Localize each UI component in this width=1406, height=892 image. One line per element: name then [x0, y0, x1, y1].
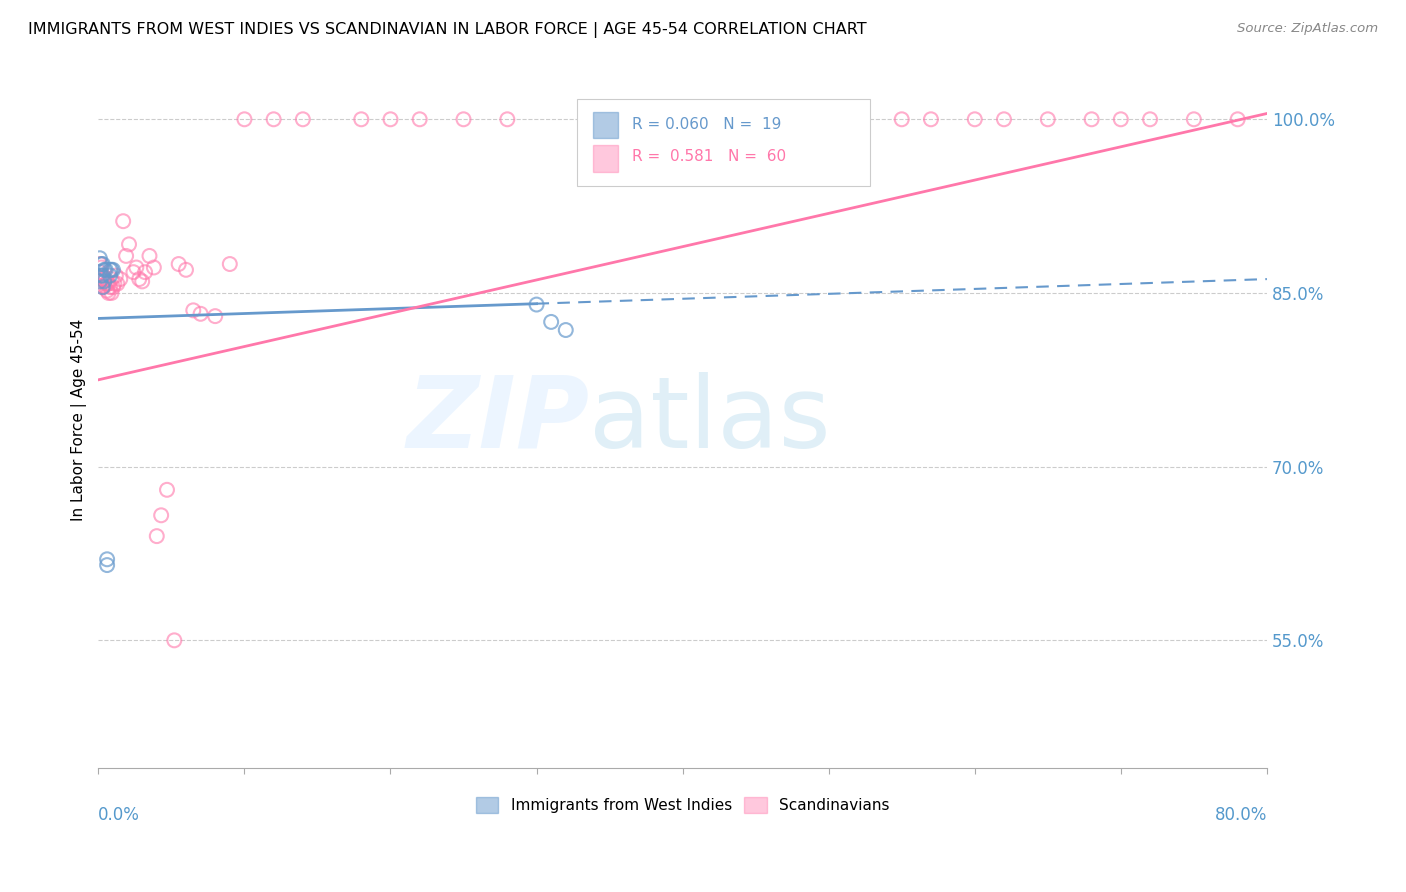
Point [100, 262, 122, 277]
Point [96, 558, 118, 572]
Point [134, 265, 156, 279]
Point [190, 307, 212, 321]
Point [1226, 112, 1249, 127]
Point [96, 277, 118, 291]
Point [142, 260, 165, 275]
Point [93, 272, 115, 286]
Legend: Immigrants from West Indies, Scandinavians: Immigrants from West Indies, Scandinavia… [470, 791, 896, 819]
Text: atlas: atlas [589, 372, 831, 469]
Point [380, 112, 402, 127]
FancyBboxPatch shape [593, 112, 619, 138]
Point [128, 272, 150, 286]
Point [526, 297, 548, 311]
Point [112, 214, 135, 228]
Point [91, 280, 114, 294]
Point [90, 260, 112, 275]
Point [1080, 112, 1102, 127]
Point [91, 268, 114, 283]
Point [118, 237, 141, 252]
Point [1036, 112, 1059, 127]
Point [131, 274, 153, 288]
Point [94, 272, 117, 286]
Point [150, 508, 173, 523]
Point [263, 112, 285, 127]
Point [90, 268, 112, 283]
Point [963, 112, 986, 127]
Text: IMMIGRANTS FROM WEST INDIES VS SCANDINAVIAN IN LABOR FORCE | AGE 45-54 CORRELATI: IMMIGRANTS FROM WEST INDIES VS SCANDINAV… [28, 22, 866, 38]
Point [94, 262, 117, 277]
Text: R =  0.581   N =  60: R = 0.581 N = 60 [633, 149, 786, 164]
Point [89, 252, 111, 266]
Point [91, 257, 114, 271]
Point [122, 265, 145, 279]
Point [100, 272, 122, 286]
Point [110, 272, 132, 286]
Point [98, 262, 121, 277]
Point [218, 257, 240, 271]
Point [890, 112, 912, 127]
Point [89, 257, 111, 271]
Point [89, 274, 111, 288]
Point [125, 260, 148, 275]
Text: 0.0%: 0.0% [98, 805, 141, 824]
Point [93, 262, 115, 277]
Point [97, 277, 120, 291]
Point [554, 323, 576, 337]
Point [163, 633, 186, 648]
Point [91, 268, 114, 283]
Point [93, 279, 115, 293]
Point [1182, 112, 1205, 127]
Point [98, 280, 121, 294]
Point [100, 285, 122, 300]
Point [167, 257, 190, 271]
Point [540, 315, 562, 329]
Point [174, 262, 197, 277]
FancyBboxPatch shape [593, 145, 619, 171]
Point [96, 552, 118, 566]
Point [993, 112, 1015, 127]
Point [453, 112, 475, 127]
Point [103, 277, 125, 291]
Point [104, 268, 127, 283]
Point [93, 274, 115, 288]
Point [89, 265, 111, 279]
Point [146, 529, 169, 543]
Point [101, 262, 124, 277]
Point [496, 112, 519, 127]
Point [105, 277, 128, 291]
Point [90, 257, 112, 271]
Point [920, 112, 942, 127]
Point [291, 112, 314, 127]
Text: R = 0.060   N =  19: R = 0.060 N = 19 [633, 118, 782, 132]
Point [138, 249, 160, 263]
Text: ZIP: ZIP [406, 372, 589, 469]
Text: 80.0%: 80.0% [1215, 805, 1267, 824]
Point [233, 112, 256, 127]
Point [91, 280, 114, 294]
FancyBboxPatch shape [578, 99, 869, 186]
Text: Source: ZipAtlas.com: Source: ZipAtlas.com [1237, 22, 1378, 36]
Point [90, 272, 112, 286]
Point [181, 303, 204, 318]
Point [97, 285, 120, 300]
Point [1109, 112, 1132, 127]
Point [409, 112, 432, 127]
Point [101, 280, 124, 294]
Point [115, 249, 138, 263]
Point [94, 277, 117, 291]
Point [96, 284, 118, 298]
Point [98, 268, 121, 283]
Point [204, 309, 226, 323]
Point [350, 112, 373, 127]
Point [156, 483, 179, 497]
Y-axis label: In Labor Force | Age 45-54: In Labor Force | Age 45-54 [72, 319, 87, 522]
Point [1139, 112, 1161, 127]
